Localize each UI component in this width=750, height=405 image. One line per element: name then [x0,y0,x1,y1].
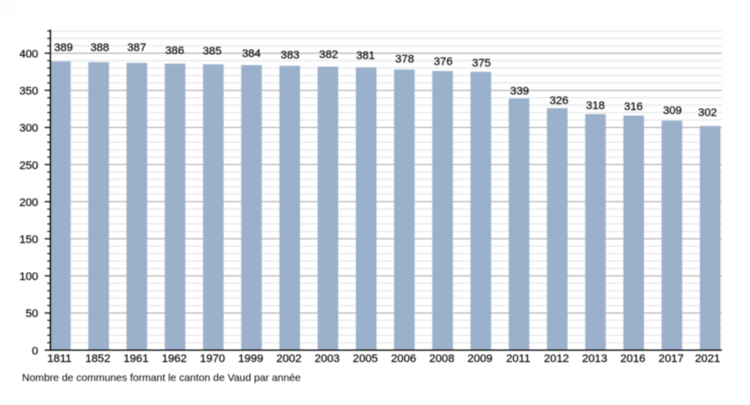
svg-text:381: 381 [356,50,375,62]
svg-text:100: 100 [19,271,38,283]
svg-text:376: 376 [434,56,453,68]
svg-text:300: 300 [19,123,38,135]
svg-text:389: 389 [54,42,73,54]
svg-text:318: 318 [586,100,605,112]
svg-text:383: 383 [281,49,300,61]
svg-text:302: 302 [698,107,717,119]
svg-text:384: 384 [242,48,261,60]
svg-text:200: 200 [19,197,38,209]
svg-text:386: 386 [165,45,184,57]
svg-text:382: 382 [319,49,338,61]
svg-text:385: 385 [203,46,222,58]
svg-text:388: 388 [90,42,109,54]
svg-text:2013: 2013 [582,353,607,365]
svg-text:400: 400 [19,48,38,60]
svg-text:2002: 2002 [276,353,301,365]
svg-text:250: 250 [19,160,38,172]
svg-text:326: 326 [550,95,569,107]
svg-text:2017: 2017 [659,353,684,365]
svg-text:1811: 1811 [47,353,71,365]
svg-text:1962: 1962 [162,353,187,365]
svg-text:316: 316 [624,101,643,113]
svg-text:378: 378 [395,54,414,66]
svg-text:1999: 1999 [238,353,263,365]
svg-text:339: 339 [510,86,529,98]
svg-text:387: 387 [127,42,146,54]
svg-text:150: 150 [19,234,38,246]
svg-text:2005: 2005 [353,353,378,365]
svg-text:2011: 2011 [506,353,530,365]
svg-text:2008: 2008 [429,353,454,365]
svg-text:1852: 1852 [85,353,110,365]
svg-text:350: 350 [19,86,38,98]
svg-text:Nombre de communes formant le: Nombre de communes formant le canton de … [22,373,301,384]
svg-text:2006: 2006 [391,353,416,365]
svg-text:1970: 1970 [200,353,225,365]
svg-text:2009: 2009 [467,353,492,365]
svg-text:0: 0 [32,345,38,357]
svg-text:2016: 2016 [620,353,645,365]
svg-text:375: 375 [472,58,491,70]
svg-text:2003: 2003 [315,353,340,365]
svg-text:50: 50 [26,308,39,320]
svg-text:2021: 2021 [695,353,720,365]
svg-text:2012: 2012 [544,353,569,365]
svg-text:309: 309 [663,105,682,117]
svg-text:1961: 1961 [123,353,148,365]
